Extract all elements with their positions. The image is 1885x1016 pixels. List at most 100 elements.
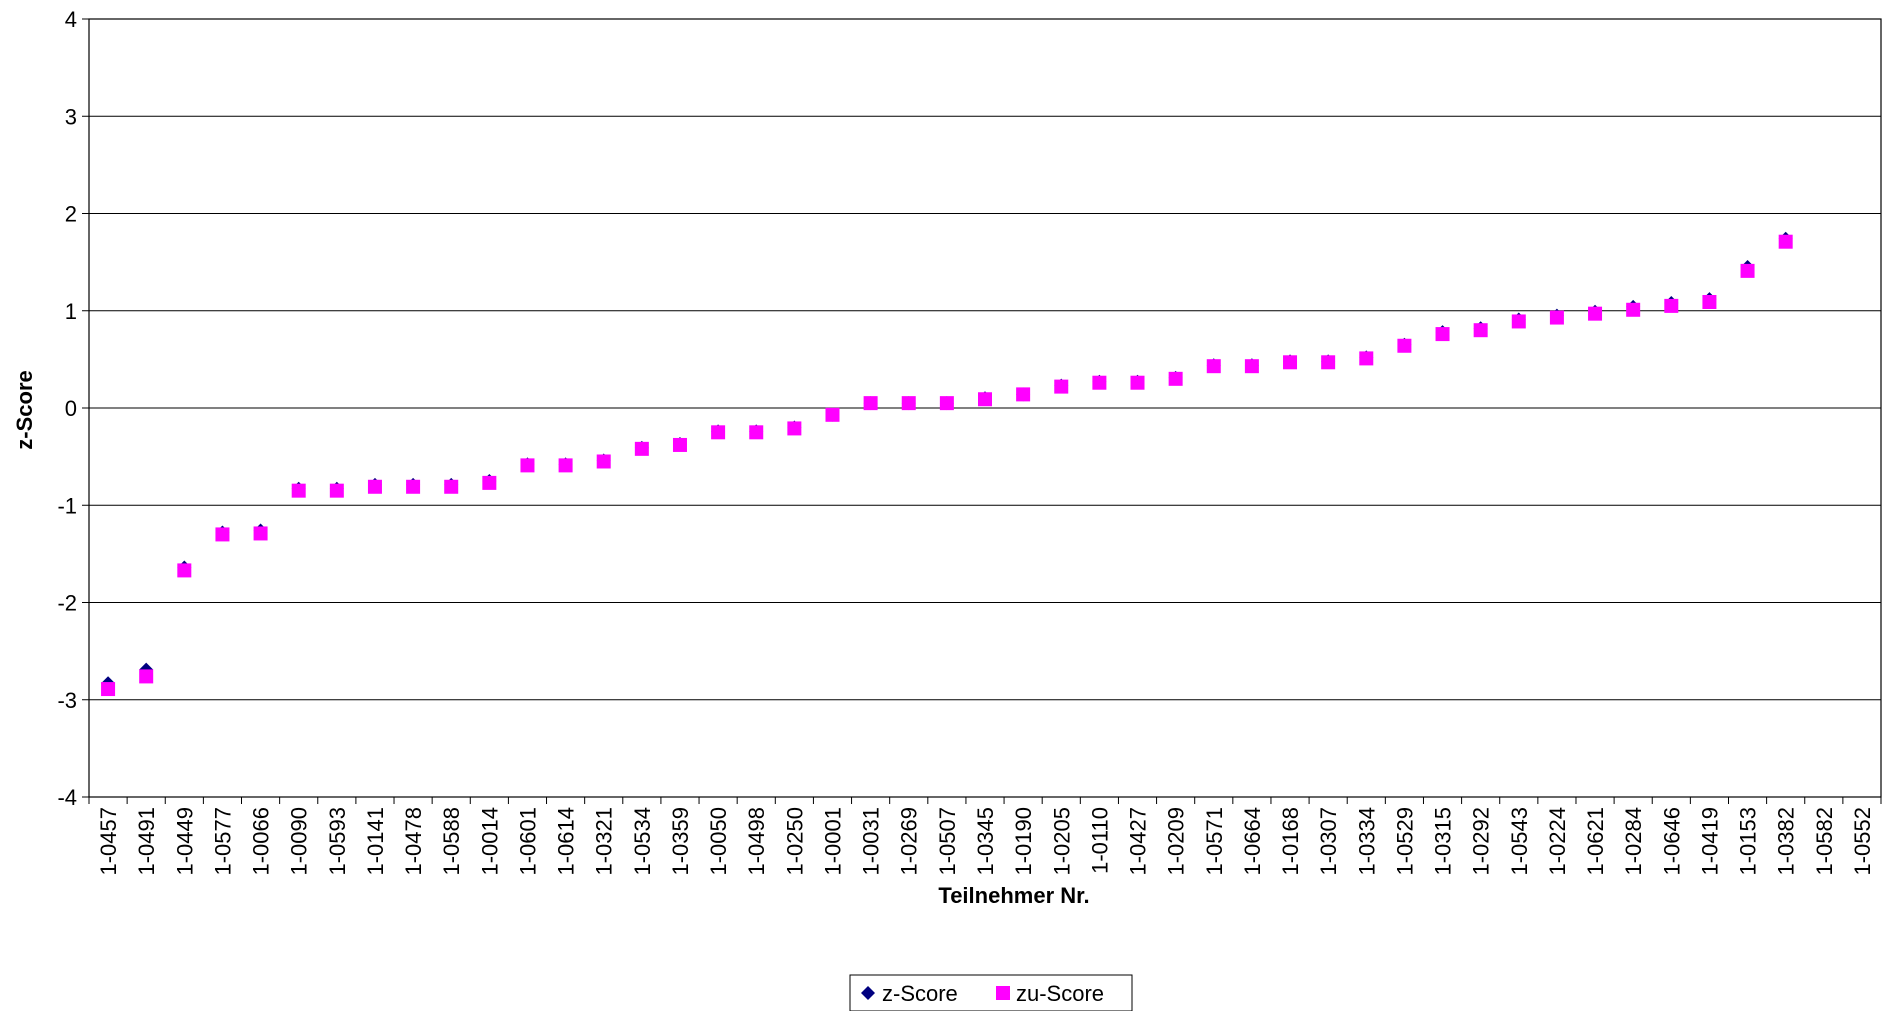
x-tick-label: 1-0614 (554, 807, 579, 876)
x-tick-label: 1-0284 (1621, 807, 1646, 876)
zu-score-point (1092, 375, 1107, 390)
x-tick-label: 1-0543 (1507, 807, 1532, 876)
zu-score-point (863, 396, 878, 411)
x-tick-label: 1-0014 (477, 807, 502, 876)
y-tick-label: -3 (57, 688, 77, 713)
y-axis-title: z-Score (12, 370, 37, 449)
legend-label-z-score: z-Score (882, 981, 958, 1006)
x-tick-label: 1-0110 (1087, 807, 1112, 874)
zu-score-point (1397, 338, 1412, 353)
x-tick-label: 1-0321 (592, 807, 617, 876)
legend-label-zu-score: zu-Score (1016, 981, 1104, 1006)
y-tick-label: 4 (65, 7, 77, 32)
zu-score-point (367, 479, 382, 494)
y-tick-labels: -4 -3 -2 -1 0 1 2 3 4 (57, 7, 77, 810)
x-tick-label: 1-0031 (859, 807, 884, 876)
zu-score-point (711, 425, 726, 440)
zu-score-point (520, 458, 535, 473)
zu-score-point (825, 407, 840, 422)
x-tick-label: 1-0534 (630, 807, 655, 876)
x-tick-label: 1-0646 (1659, 807, 1684, 876)
zu-score-point (1206, 359, 1221, 374)
zu-score-point (1778, 234, 1793, 249)
x-tick-label: 1-0224 (1545, 807, 1570, 876)
x-tick-label: 1-0334 (1354, 807, 1379, 876)
zu-score-point (291, 483, 306, 498)
zu-score-point (139, 669, 154, 684)
zu-score-point (253, 526, 268, 541)
zu-score-point (787, 421, 802, 436)
zu-score-point (1702, 294, 1717, 309)
x-tick-label: 1-0001 (820, 807, 845, 876)
x-tick-label: 1-0588 (439, 807, 464, 876)
zu-score-point (215, 527, 230, 542)
zu-score-point (329, 483, 344, 498)
x-tick-label: 1-0577 (210, 807, 235, 876)
y-tick-label: -2 (57, 591, 77, 616)
zu-score-point (1740, 263, 1755, 278)
x-tick-label: 1-0168 (1278, 807, 1303, 876)
y-tick-label: -4 (57, 785, 77, 810)
x-tick-label: 1-0419 (1697, 807, 1722, 876)
zu-score-point (1244, 359, 1259, 374)
x-tick-label: 1-0621 (1583, 807, 1608, 876)
zu-score-point (1283, 355, 1298, 370)
x-tick-label: 1-0090 (287, 807, 312, 876)
zu-score-point (901, 396, 916, 411)
zu-score-point (177, 563, 192, 578)
zu-score-point (939, 396, 954, 411)
y-tick-label: 2 (65, 202, 77, 227)
x-tick-label: 1-0250 (782, 807, 807, 876)
x-tick-label: 1-0552 (1850, 807, 1875, 876)
x-tick-label: 1-0498 (744, 807, 769, 876)
axes (82, 18, 1882, 804)
zu-score-point (1549, 310, 1564, 325)
zu-score-point (1016, 387, 1031, 402)
zu-score-point (634, 441, 649, 456)
x-tick-label: 1-0209 (1164, 807, 1189, 876)
zu-score-point (749, 425, 764, 440)
x-tick-label: 1-0359 (668, 807, 693, 876)
x-tick-label: 1-0345 (973, 807, 998, 876)
x-tick-label: 1-0315 (1431, 807, 1456, 876)
x-tick-label: 1-0582 (1812, 807, 1837, 876)
zu-score-point (596, 454, 611, 469)
zu-score-point (1664, 298, 1679, 313)
plot-frame (88, 18, 1882, 798)
y-tick-label: 1 (65, 299, 77, 324)
x-tick-label: 1-0382 (1774, 807, 1799, 876)
legend-diamond-icon (861, 986, 875, 1000)
zu-score-point (1168, 371, 1183, 386)
x-axis-title: Teilnehmer Nr. (938, 883, 1089, 908)
legend-box (849, 974, 1133, 1012)
legend: z-Score zu-Score (849, 974, 1133, 1012)
zu-score-point (1511, 314, 1526, 329)
data-series (101, 231, 1793, 697)
x-tick-label: 1-0269 (897, 807, 922, 876)
x-tick-label: 1-0292 (1469, 807, 1494, 876)
x-tick-label: 1-0427 (1126, 807, 1151, 876)
zu-score-point (1626, 302, 1641, 317)
zu-score-point (406, 479, 421, 494)
y-tick-label: 0 (65, 396, 77, 421)
x-tick-label: 1-0141 (363, 807, 388, 876)
x-tick-label: 1-0050 (706, 807, 731, 876)
x-tick-label: 1-0153 (1736, 807, 1761, 876)
zu-score-point (101, 682, 116, 697)
x-tick-label: 1-0457 (96, 807, 121, 876)
zu-score-point (1473, 323, 1488, 338)
x-tick-label: 1-0593 (325, 807, 350, 876)
gridlines (89, 115, 1881, 701)
y-tick-label: 3 (65, 104, 77, 129)
x-tick-label: 1-0571 (1202, 807, 1227, 876)
y-tick-label: -1 (57, 493, 77, 518)
x-tick-label: 1-0066 (249, 807, 274, 876)
x-tick-labels: 1-0457 1-0491 1-0449 1-0577 1-0066 1-0090 1-05… (96, 807, 1875, 876)
x-tick-label: 1-0205 (1049, 807, 1074, 876)
x-tick-label: 1-0529 (1392, 807, 1417, 876)
zu-score-point (558, 458, 573, 473)
zu-score-point (1321, 355, 1336, 370)
x-tick-label: 1-0307 (1316, 807, 1341, 876)
